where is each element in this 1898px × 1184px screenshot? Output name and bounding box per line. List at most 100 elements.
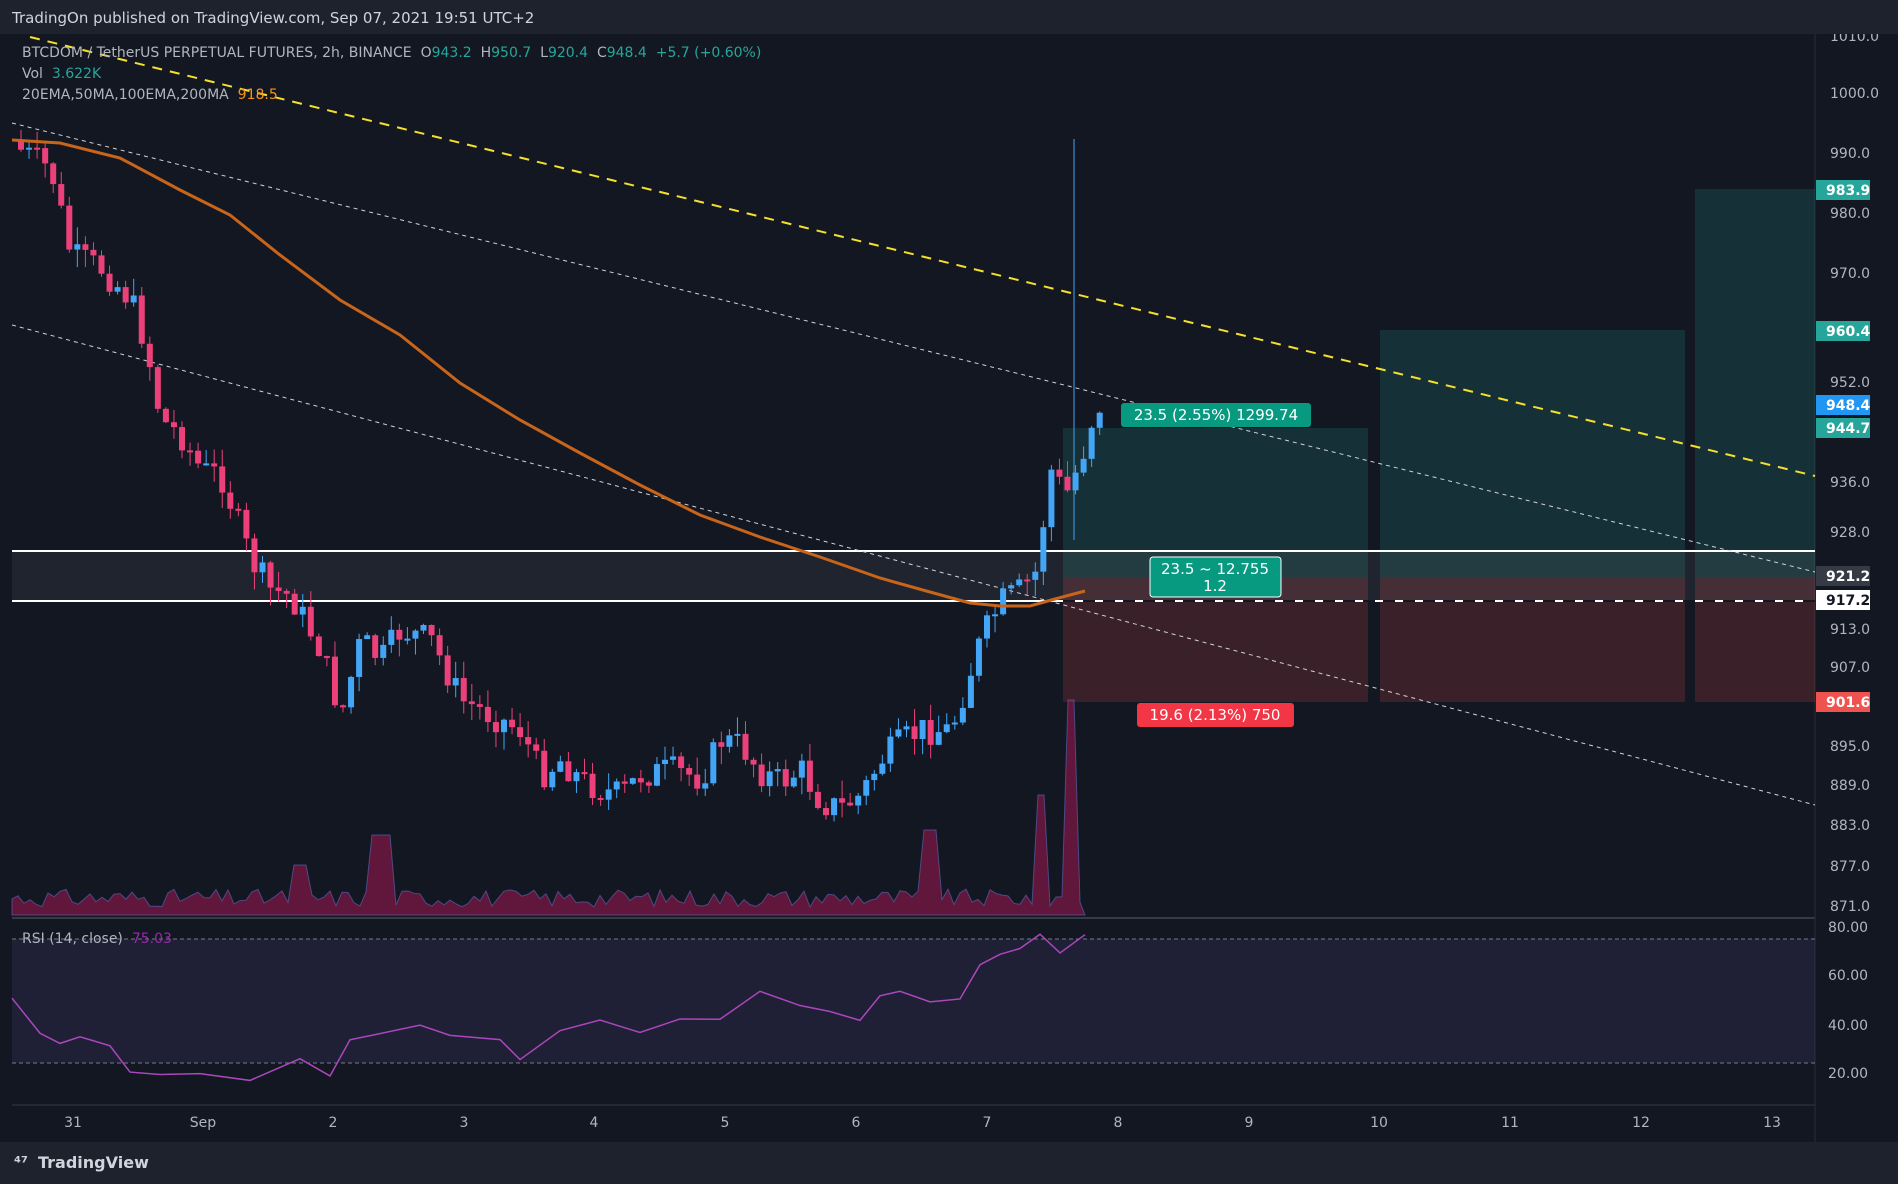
publish-text: TradingOn published on TradingView.com, … bbox=[12, 9, 535, 27]
candle-body bbox=[758, 764, 765, 787]
candle-body bbox=[903, 726, 910, 730]
candle-body bbox=[412, 630, 419, 639]
rsi-value: 75.03 bbox=[131, 931, 172, 947]
time-label: 9 bbox=[1245, 1115, 1254, 1131]
candle-body bbox=[871, 773, 878, 781]
position-loss-zones[interactable] bbox=[1063, 577, 1815, 702]
symbol-legend[interactable]: BTCDOM / TetherUS PERPETUAL FUTURES, 2h,… bbox=[22, 45, 762, 61]
channel-upper-line[interactable] bbox=[11, 122, 1816, 573]
time-label: 12 bbox=[1632, 1115, 1650, 1131]
channel-lower-line[interactable] bbox=[11, 324, 1816, 806]
position-profit-zones[interactable] bbox=[1063, 189, 1815, 577]
candle-body bbox=[114, 287, 121, 292]
candle-body bbox=[74, 244, 81, 250]
candle-body bbox=[984, 615, 990, 639]
position-stop-label[interactable]: 19.6 (2.13%) 750 bbox=[1137, 703, 1294, 727]
ma-legend[interactable]: 20EMA,50MA,100EMA,200MA 918.5 bbox=[22, 87, 278, 103]
candle-body bbox=[581, 772, 588, 775]
candle-body bbox=[710, 742, 717, 784]
candle-body bbox=[509, 719, 516, 728]
candle-body bbox=[541, 750, 548, 788]
candle-body bbox=[750, 759, 757, 765]
candle-body bbox=[718, 742, 725, 747]
candle-body bbox=[211, 463, 218, 467]
candle-body bbox=[452, 678, 459, 686]
candle-body bbox=[742, 733, 749, 760]
candle-body bbox=[98, 255, 105, 274]
candle-body bbox=[782, 769, 789, 787]
candle-body bbox=[42, 148, 49, 164]
candle-body bbox=[162, 408, 169, 423]
candle-body bbox=[1064, 476, 1071, 491]
tradingview-logo[interactable]: ⁴⁷ TradingView bbox=[14, 1153, 149, 1172]
price-axis[interactable]: 1010.0 1000.0 990.0 980.0 970.0 952.0 93… bbox=[1830, 34, 1879, 915]
candle-body bbox=[839, 798, 846, 803]
badge-target-1: 960.4 bbox=[1826, 324, 1871, 340]
candle-body bbox=[774, 769, 781, 772]
candle-body bbox=[678, 756, 685, 769]
candle-body bbox=[823, 808, 829, 816]
position-target-label[interactable]: 23.5 (2.55%) 1299.74 bbox=[1121, 403, 1311, 427]
price-tick: 883.0 bbox=[1830, 818, 1870, 834]
candle-body bbox=[468, 701, 475, 705]
time-axis[interactable]: 31 Sep 2 3 4 5 6 7 8 9 10 11 12 13 bbox=[64, 1115, 1781, 1131]
rsi-legend[interactable]: RSI (14, close) 75.03 bbox=[22, 931, 172, 947]
candle-body bbox=[734, 733, 741, 736]
time-label: 5 bbox=[721, 1115, 730, 1131]
candle-body bbox=[170, 422, 177, 428]
candle-body bbox=[637, 778, 644, 783]
candle-body bbox=[1000, 588, 1007, 615]
volume-legend[interactable]: Vol 3.622K bbox=[22, 66, 102, 82]
candle-body bbox=[267, 562, 274, 588]
candle-series[interactable] bbox=[18, 129, 1103, 822]
position-ratio-label[interactable]: 23.5 ~ 12.755 1.2 bbox=[1149, 556, 1282, 598]
price-tick: 913.0 bbox=[1830, 622, 1870, 638]
price-tick: 936.0 bbox=[1830, 475, 1870, 491]
symbol-name: BTCDOM / TetherUS PERPETUAL FUTURES, 2h,… bbox=[22, 45, 412, 61]
candle-body bbox=[605, 789, 612, 800]
price-tick: 895.0 bbox=[1830, 739, 1870, 755]
price-tick: 980.0 bbox=[1830, 206, 1870, 222]
badge-support: 917.2 bbox=[1826, 593, 1870, 609]
candle-body bbox=[959, 707, 966, 723]
candle-body bbox=[895, 729, 902, 737]
candle-body bbox=[702, 783, 709, 789]
candle-body bbox=[798, 760, 805, 778]
candle-body bbox=[34, 147, 41, 150]
candle-body bbox=[645, 782, 652, 786]
price-tick: 1010.0 bbox=[1830, 34, 1879, 45]
candle-body bbox=[26, 147, 33, 150]
time-label: 13 bbox=[1763, 1115, 1781, 1131]
open-value: 943.2 bbox=[431, 45, 472, 61]
rsi-tick: 40.00 bbox=[1828, 1018, 1868, 1034]
candle-body bbox=[444, 655, 451, 686]
badge-target-2: 983.9 bbox=[1826, 183, 1870, 199]
candle-body bbox=[1048, 469, 1055, 528]
time-label: 31 bbox=[64, 1115, 82, 1131]
candle-body bbox=[517, 727, 524, 738]
svg-text:23.5 ~ 12.755: 23.5 ~ 12.755 bbox=[1161, 560, 1269, 578]
yellow-trendline[interactable] bbox=[29, 36, 1816, 477]
rsi-axis[interactable]: 80.00 60.00 40.00 20.00 bbox=[1828, 920, 1868, 1082]
candle-body bbox=[428, 624, 435, 636]
price-tick: 952.0 bbox=[1830, 375, 1870, 391]
candle-body bbox=[58, 184, 65, 206]
candle-body bbox=[919, 720, 926, 739]
candle-body bbox=[259, 562, 266, 573]
candle-body bbox=[1016, 579, 1023, 586]
moving-average-line[interactable] bbox=[11, 138, 1086, 608]
candle-body bbox=[420, 624, 427, 631]
candle-body bbox=[927, 720, 934, 745]
rsi-tick: 80.00 bbox=[1828, 920, 1868, 936]
candle-body bbox=[283, 590, 290, 594]
candle-body bbox=[855, 795, 862, 806]
candle-body bbox=[589, 773, 596, 799]
price-chart[interactable]: 1010.0 1000.0 990.0 980.0 970.0 952.0 93… bbox=[0, 34, 1898, 1142]
tradingview-logo-icon: ⁴⁷ bbox=[14, 1153, 29, 1172]
rsi-tick: 20.00 bbox=[1828, 1066, 1868, 1082]
candle-body bbox=[621, 781, 628, 784]
candle-body bbox=[138, 295, 145, 344]
candle-body bbox=[726, 735, 733, 747]
candle-body bbox=[967, 675, 974, 708]
candle-body bbox=[662, 759, 668, 765]
